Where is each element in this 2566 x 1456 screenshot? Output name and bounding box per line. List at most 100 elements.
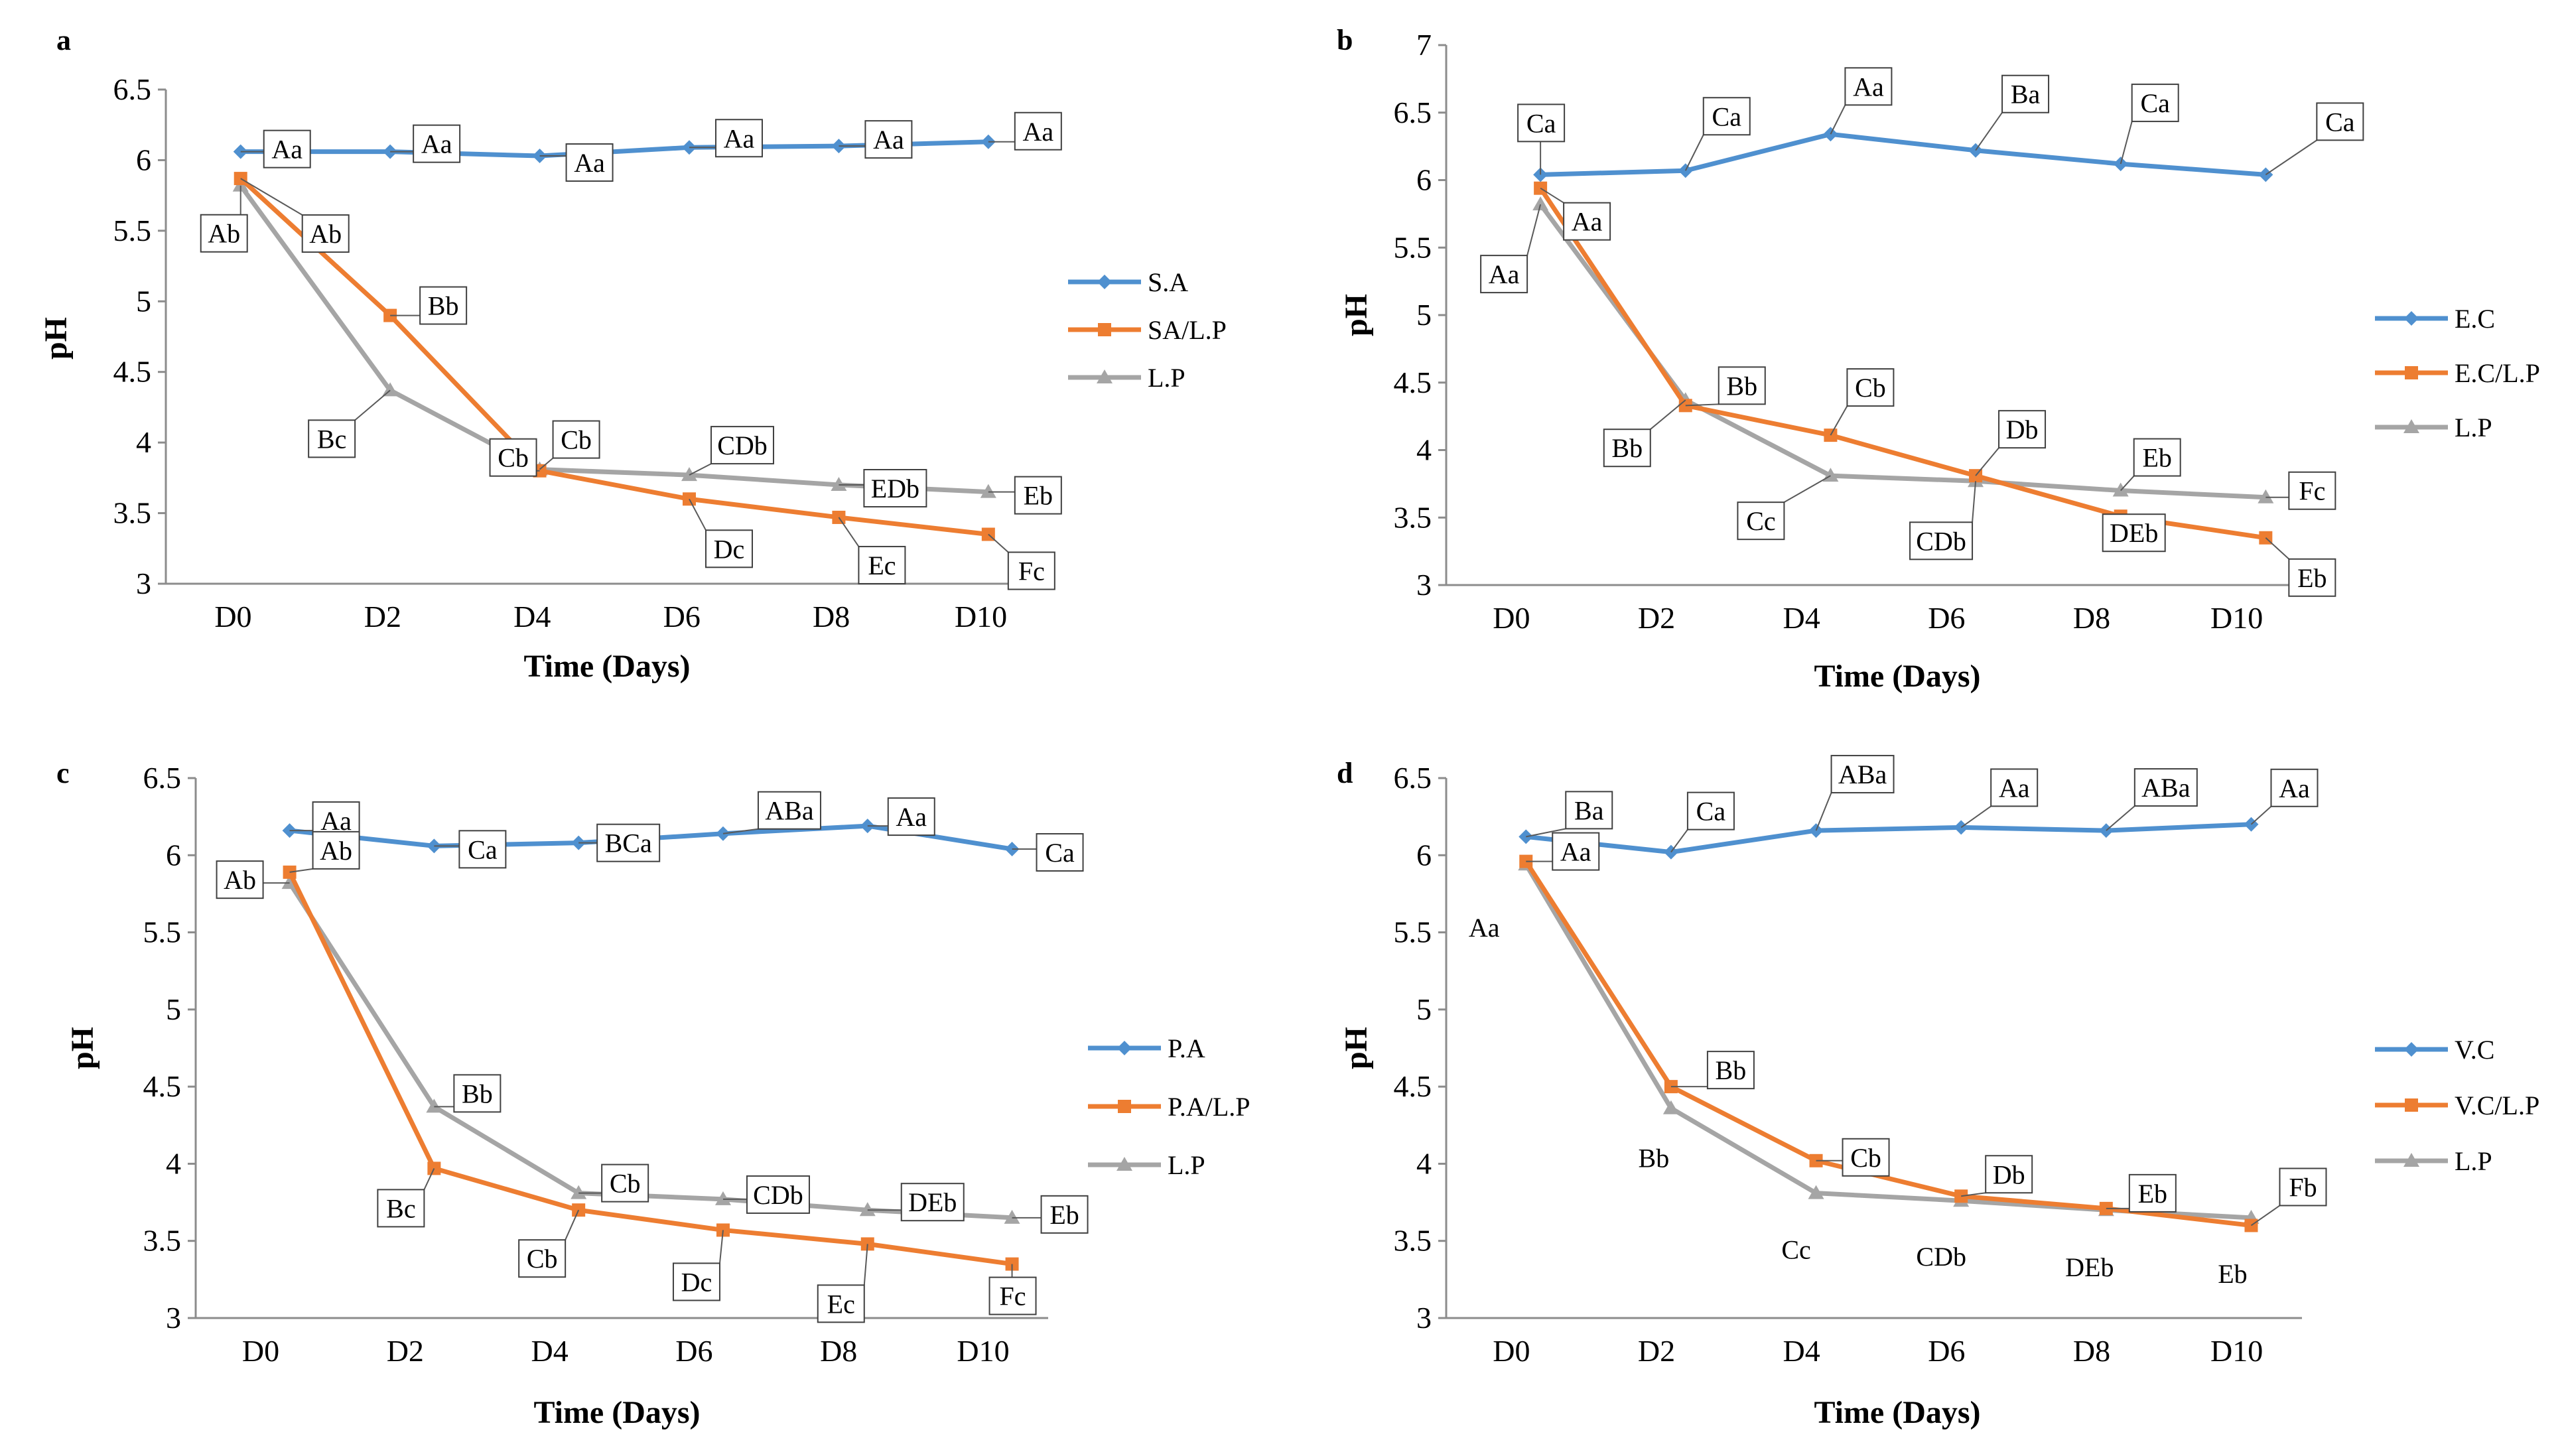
legend-label: SA/L.P [1148, 315, 1227, 345]
legend-marker [1097, 275, 1112, 289]
x-tick-label: D10 [955, 600, 1007, 633]
data-label: Dc [714, 534, 745, 564]
legend-label: L.P [1148, 363, 1185, 393]
series-line-e-c [1540, 134, 2265, 174]
y-axis-title: pH [65, 1027, 100, 1069]
y-tick-label: 6 [136, 143, 151, 176]
y-tick-label: 5 [1416, 298, 1432, 332]
data-label: Aa [724, 123, 755, 153]
data-label: ABa [1838, 760, 1887, 789]
data-label: Fc [1018, 557, 1045, 586]
x-tick-label: D4 [531, 1334, 568, 1368]
label-leader-line [1784, 476, 1830, 502]
x-tick-label: D4 [1783, 601, 1820, 635]
x-tick-label: D0 [1493, 601, 1530, 635]
x-tick-label: D2 [387, 1334, 424, 1368]
data-label: Aa [1853, 72, 1884, 101]
data-label: CDb [753, 1180, 803, 1210]
data-label: Cc [1746, 506, 1775, 536]
legend-marker [1118, 1100, 1131, 1113]
y-tick-label: 6.5 [1394, 96, 1432, 129]
x-tick-label: D0 [1493, 1334, 1530, 1368]
data-label: Ca [1712, 101, 1742, 131]
data-label: BCa [605, 828, 652, 858]
y-tick-label: 4.5 [1394, 365, 1432, 399]
x-tick-label: D8 [2073, 601, 2110, 635]
data-label: Cb [610, 1169, 641, 1199]
data-label: Cb [1850, 1143, 1881, 1173]
data-label: Ca [2140, 88, 2170, 118]
data-label: Ba [1574, 795, 1604, 825]
label-leader-line [1976, 448, 1999, 476]
y-tick-label: 4 [1416, 1146, 1432, 1180]
chart-panel-a: a33.544.555.566.5D0 D2 D4 D6 D8 D10Time (Days… [38, 24, 1227, 684]
data-label: Aa [271, 135, 303, 165]
x-tick-label: D2 [364, 600, 401, 633]
series-line-v-c [1526, 825, 2251, 852]
x-tick-label: D2 [1638, 601, 1675, 635]
y-tick-label: 3.5 [113, 496, 152, 530]
series-line-e-c-l-p [1540, 188, 2265, 538]
y-tick-label: 4 [136, 425, 151, 459]
label-leader-line [2106, 806, 2135, 830]
y-axis-title: pH [38, 317, 74, 360]
y-tick-label: 3.5 [1394, 1224, 1432, 1258]
legend-marker [1098, 323, 1111, 336]
data-label: Aa [2279, 773, 2310, 803]
data-label: Eb [2218, 1259, 2247, 1289]
data-label: Eb [1024, 481, 1053, 511]
y-tick-label: 4.5 [113, 355, 152, 389]
data-label: Cb [527, 1244, 558, 1274]
data-label: Bb [1716, 1055, 1747, 1085]
label-leader-line [1976, 113, 2002, 151]
figure: a33.544.555.566.5D0 D2 D4 D6 D8 D10Time (Days… [0, 0, 2566, 1456]
data-label: CDb [1916, 1242, 1966, 1272]
y-tick-label: 3 [1416, 1301, 1432, 1335]
label-leader-line [2121, 476, 2134, 491]
data-label: Ec [868, 551, 896, 580]
data-label: Aa [1572, 207, 1603, 237]
legend-label: V.C/L.P [2455, 1091, 2539, 1120]
y-tick-label: 3 [1416, 568, 1432, 602]
data-label: DEb [908, 1187, 957, 1217]
data-label: ABa [765, 796, 814, 826]
legend-label: P.A [1168, 1033, 1205, 1063]
panel-letter: c [56, 757, 70, 789]
legend-marker [2404, 311, 2419, 326]
data-label: ABa [2141, 773, 2191, 803]
panel-letter: d [1337, 757, 1353, 789]
data-label: Aa [1489, 259, 1520, 289]
data-label: Fc [1000, 1282, 1026, 1311]
label-leader-line [2265, 538, 2289, 559]
y-axis-title: pH [1339, 294, 1374, 336]
series-line-l-p [290, 883, 1012, 1218]
y-tick-label: 6 [1416, 163, 1432, 197]
data-label: Ca [1045, 838, 1075, 868]
data-label: Db [1993, 1159, 2025, 1189]
data-label: Bb [1639, 1144, 1670, 1173]
data-label: Cc [1781, 1235, 1810, 1265]
x-tick-label: D10 [2210, 1334, 2263, 1368]
y-tick-label: 6 [1416, 838, 1432, 872]
label-leader-line [689, 464, 711, 475]
data-label: Fb [2289, 1172, 2317, 1202]
data-label: Bb [1726, 371, 1757, 401]
y-tick-label: 5 [136, 284, 151, 318]
x-tick-label: D6 [1928, 1334, 1965, 1368]
legend-marker [2404, 1042, 2419, 1057]
legend-label: P.A/L.P [1168, 1092, 1250, 1122]
label-leader-line [2251, 807, 2271, 825]
label-leader-line [1830, 105, 1845, 134]
data-label: Ab [320, 836, 352, 866]
data-label: Ec [827, 1289, 855, 1319]
chart-panel-c: c33.544.555.566.5D0 D2 D4 D6 D8 D10Time (Days… [56, 757, 1250, 1430]
data-label: Aa [1999, 773, 2030, 803]
label-leader-line [988, 535, 1008, 553]
label-leader-line [1527, 204, 1540, 255]
data-label: Dc [681, 1267, 712, 1297]
data-label: Ab [224, 865, 256, 895]
label-leader-line [355, 390, 390, 420]
label-leader-line [2265, 140, 2317, 174]
panel-letter: b [1337, 24, 1353, 56]
data-label: Aa [1023, 117, 1054, 147]
